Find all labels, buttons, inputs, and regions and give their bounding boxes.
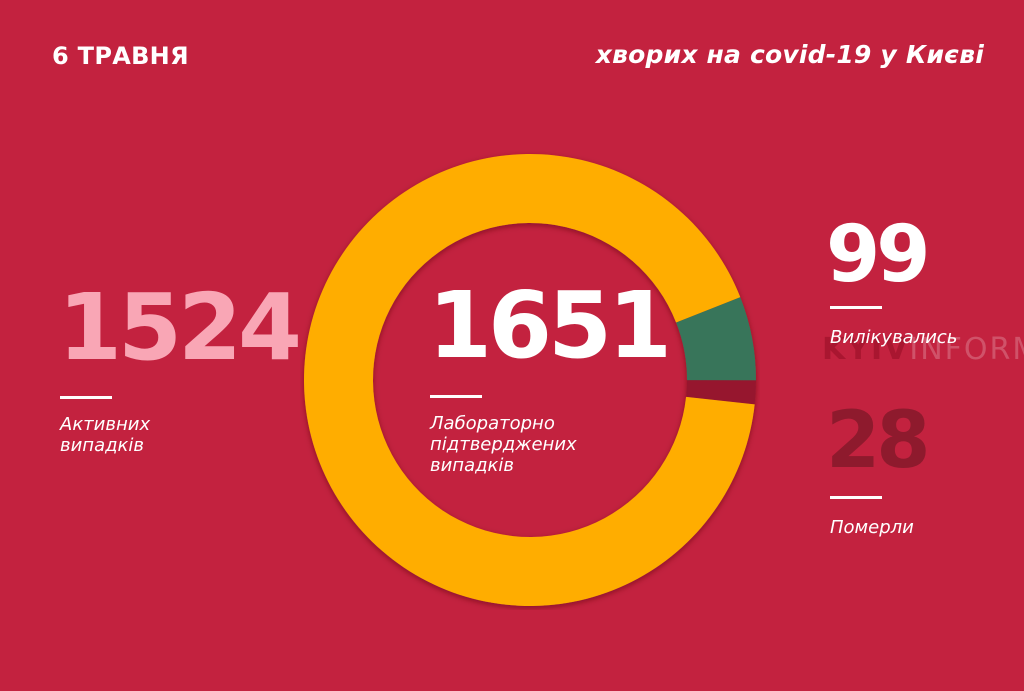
watermark: KYIVINFORM: [822, 332, 1024, 367]
recovered-rule: [830, 306, 882, 309]
donut-chart: [304, 153, 756, 606]
date-label: 6 ТРАВНЯ: [52, 42, 189, 70]
deaths-value: 28: [826, 396, 931, 486]
total-cases-rule: [430, 395, 482, 398]
active-cases-value: 1524: [58, 274, 302, 381]
active-cases-rule: [60, 396, 112, 399]
total-cases-value: 1651: [428, 272, 672, 379]
donut-segment-active: [304, 153, 755, 606]
recovered-value: 99: [826, 210, 931, 300]
page-title: хворих на covid-19 у Києві: [595, 40, 984, 69]
total-cases-label: Лабораторно підтверджених випадків: [430, 413, 577, 476]
deaths-label: Померли: [830, 517, 914, 538]
donut-segment-deaths: [686, 380, 756, 405]
deaths-rule: [830, 496, 882, 499]
active-cases-label: Активних випадків: [60, 414, 151, 456]
recovered-label: Вилікувались: [830, 327, 958, 348]
donut-segment-recovered: [676, 297, 756, 381]
